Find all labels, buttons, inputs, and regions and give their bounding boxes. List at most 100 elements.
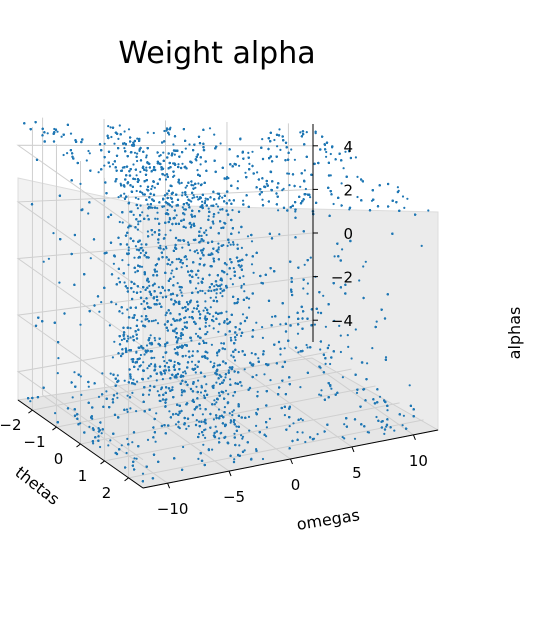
data-point	[233, 331, 237, 334]
data-point	[403, 206, 406, 209]
data-point	[367, 431, 371, 434]
data-point	[166, 208, 169, 212]
data-point	[204, 292, 207, 295]
data-point	[232, 409, 235, 412]
data-point	[139, 185, 142, 188]
data-point	[248, 306, 251, 309]
data-point	[134, 271, 137, 274]
data-point	[172, 275, 175, 278]
data-point	[202, 443, 205, 446]
data-point	[187, 350, 190, 353]
data-point	[232, 241, 235, 244]
data-point	[136, 319, 139, 322]
data-point	[214, 296, 218, 299]
data-point	[255, 374, 258, 377]
data-point	[189, 249, 192, 252]
data-point	[173, 348, 176, 351]
data-point	[196, 252, 199, 255]
data-point	[243, 290, 246, 293]
data-point	[213, 285, 216, 288]
chart-title: Weight alpha	[118, 36, 315, 71]
data-point	[268, 417, 271, 420]
data-point	[103, 199, 106, 202]
data-point	[199, 227, 202, 230]
data-point	[150, 362, 153, 366]
data-point	[229, 421, 232, 424]
data-point	[140, 320, 143, 323]
data-point	[136, 380, 139, 383]
data-point	[269, 379, 272, 382]
data-point	[118, 124, 121, 127]
data-point	[355, 391, 359, 394]
data-point	[121, 221, 124, 224]
data-point	[194, 332, 198, 335]
data-point	[135, 174, 138, 177]
data-point	[132, 290, 135, 293]
data-point	[164, 233, 167, 236]
data-point	[129, 327, 132, 330]
data-point	[112, 262, 115, 265]
data-point	[92, 442, 95, 445]
data-point	[320, 394, 323, 397]
data-point	[154, 319, 157, 322]
data-point	[232, 267, 235, 270]
data-point	[406, 197, 409, 200]
data-point	[343, 423, 346, 426]
data-point	[141, 472, 145, 475]
data-point	[324, 325, 327, 328]
data-point	[194, 287, 198, 290]
data-point	[309, 196, 312, 199]
grid-line	[104, 402, 400, 462]
data-point	[178, 182, 181, 185]
data-point	[135, 410, 138, 413]
data-point	[217, 211, 220, 214]
data-point	[149, 206, 152, 209]
data-point	[127, 263, 130, 266]
data-point	[304, 440, 307, 444]
data-point	[174, 412, 178, 415]
data-point	[233, 432, 236, 435]
data-point	[384, 356, 388, 359]
data-point	[195, 419, 198, 422]
data-point	[360, 361, 364, 364]
data-point	[97, 171, 100, 174]
data-point	[240, 225, 243, 229]
data-point	[187, 425, 190, 428]
grid-line	[16, 188, 314, 291]
data-point	[261, 336, 264, 339]
data-point	[175, 214, 178, 217]
grid-line	[32, 351, 328, 411]
data-point	[201, 251, 204, 254]
data-point	[133, 256, 136, 259]
data-point	[205, 383, 208, 386]
data-point	[141, 211, 144, 214]
data-point	[185, 301, 189, 304]
data-point	[127, 249, 130, 252]
data-point	[313, 162, 316, 166]
data-point	[232, 394, 235, 397]
data-point	[205, 341, 208, 345]
data-point	[240, 334, 243, 337]
data-point	[131, 441, 134, 444]
data-point	[299, 417, 302, 420]
data-point	[225, 310, 228, 313]
data-point	[217, 246, 220, 249]
data-point	[252, 271, 255, 274]
data-point	[126, 335, 129, 338]
data-point	[169, 263, 172, 266]
data-point	[322, 294, 325, 297]
data-point	[302, 287, 305, 290]
data-point	[255, 321, 258, 324]
data-point	[207, 207, 210, 210]
data-point	[146, 367, 149, 370]
data-point	[216, 205, 220, 208]
data-point	[147, 393, 151, 396]
data-point	[226, 273, 229, 276]
data-point	[231, 414, 234, 417]
data-point	[135, 457, 138, 460]
data-point	[289, 324, 292, 327]
data-point	[378, 395, 382, 398]
data-point	[342, 167, 345, 170]
data-point	[208, 127, 212, 130]
data-point	[286, 172, 289, 175]
